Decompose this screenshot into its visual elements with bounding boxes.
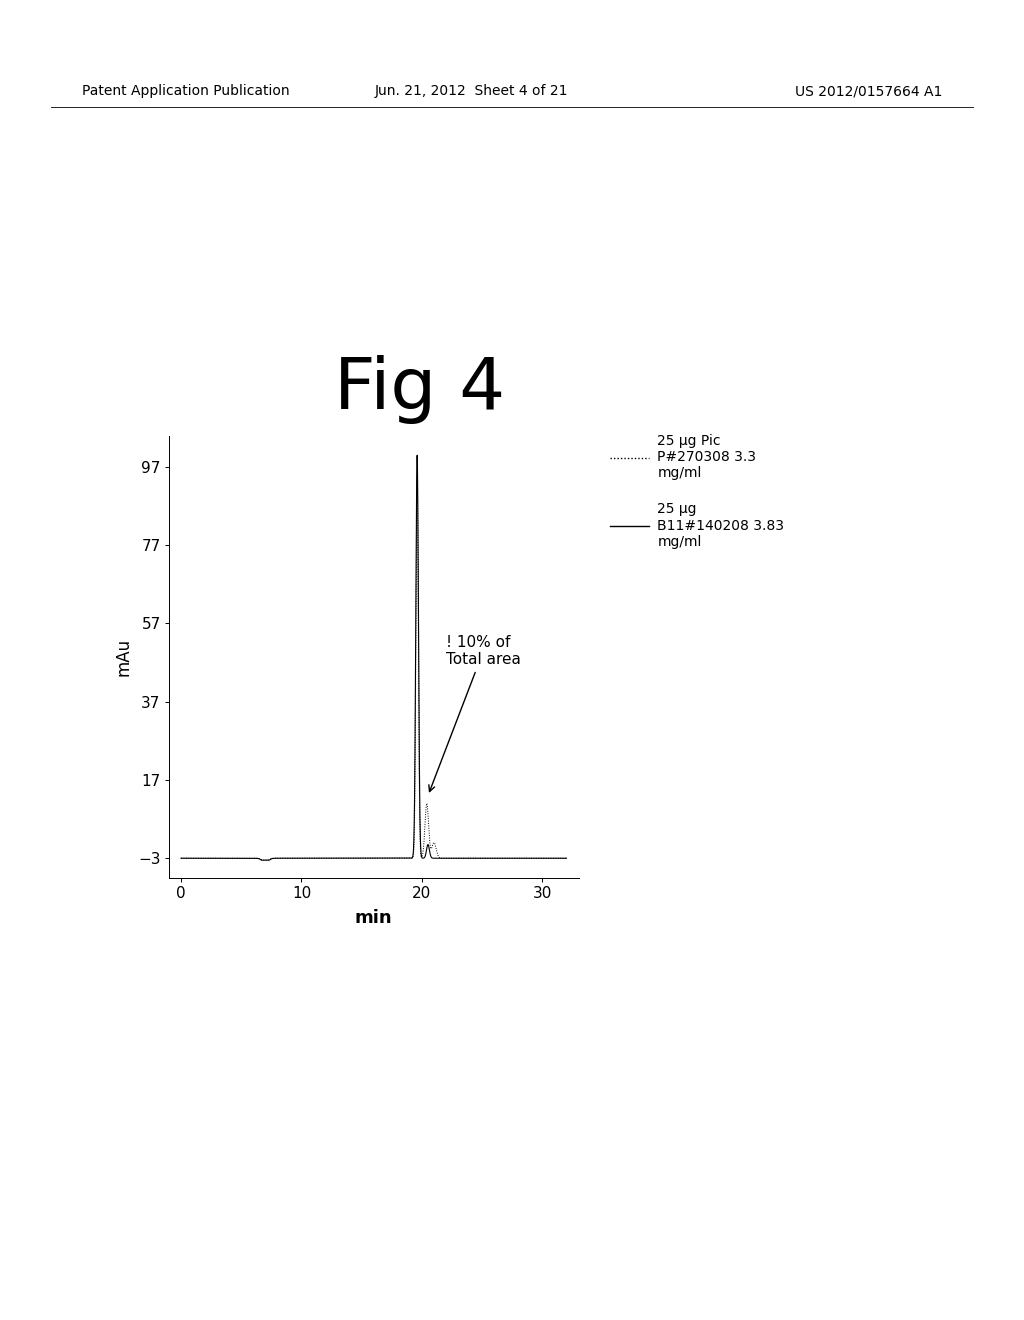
Legend: 25 μg Pic
P#270308 3.3
mg/ml, 25 μg
B11#140208 3.83
mg/ml: 25 μg Pic P#270308 3.3 mg/ml, 25 μg B11#… <box>610 434 784 549</box>
Text: ! 10% of
Total area: ! 10% of Total area <box>429 635 521 792</box>
Text: Jun. 21, 2012  Sheet 4 of 21: Jun. 21, 2012 Sheet 4 of 21 <box>375 84 567 98</box>
Text: Patent Application Publication: Patent Application Publication <box>82 84 290 98</box>
Text: US 2012/0157664 A1: US 2012/0157664 A1 <box>795 84 942 98</box>
X-axis label: min: min <box>355 909 392 928</box>
Y-axis label: mAu: mAu <box>115 638 132 676</box>
Text: Fig 4: Fig 4 <box>334 355 506 424</box>
